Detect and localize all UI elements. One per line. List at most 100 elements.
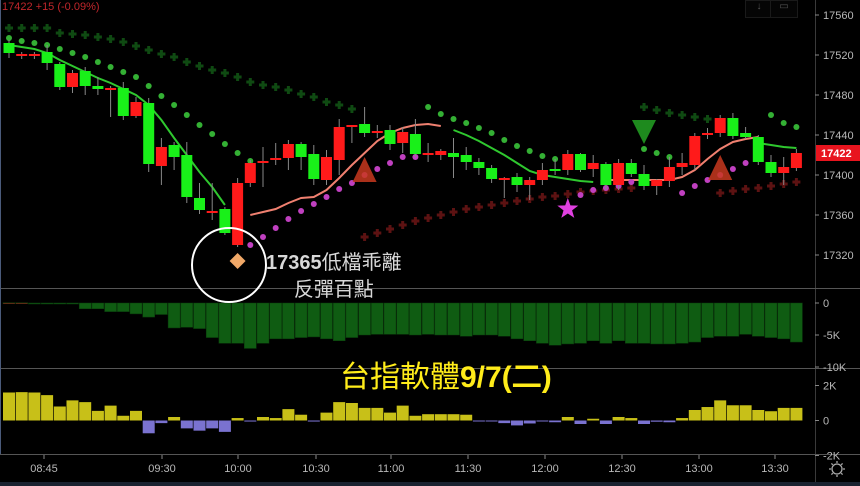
candle-body [321,157,332,180]
signal-markers [229,120,733,269]
candle-body [194,198,205,210]
osc2-bar [676,418,689,421]
y-tick-label: 17440 [823,130,854,142]
quote-header: 17422 +15 (-0.09%) [2,1,100,13]
cross-upper [17,24,26,32]
candle-body [473,162,485,168]
cross-upper [347,105,356,113]
y-tick-label: 17480 [823,90,854,102]
osc1-bar [2,302,16,304]
sar-dot-upper [641,146,647,152]
time-axis-bar[interactable] [0,455,815,486]
candlesticks [3,40,802,247]
sar-dot-lower [590,187,597,193]
osc2-bar [91,410,104,421]
buy-signal-triangle [708,155,733,180]
cross-upper [81,31,90,39]
cross-upper [208,66,217,74]
osc1-bar [371,302,384,335]
sar-dot-upper [145,83,152,89]
sar-dot-upper [425,104,432,110]
sar-dot-upper [69,50,76,56]
candle-body [448,153,459,157]
star-marker [557,198,579,218]
price-axis[interactable]: 17560 17520 17480 17440 17400 17360 17320 17422… [815,10,860,463]
osc1-tick-label: -10K [823,362,847,374]
osc2-bar [485,420,498,422]
osc2-bar [726,405,739,421]
sar-dot-lower [679,190,686,196]
window-button[interactable]: ▭ [770,0,798,18]
osc1-bar [739,302,752,335]
sar-dot-lower [691,183,698,189]
cross-upper [309,93,318,101]
osc2-bar [307,420,320,422]
cross-upper [271,83,280,91]
osc2-bar [3,392,15,421]
x-tick-label: 11:30 [455,463,482,475]
osc2-bar [472,420,485,422]
candle-body [549,169,561,171]
osc1-bar [777,302,790,340]
sar-dot-upper [82,54,89,60]
osc1-bar [548,302,562,346]
cross-upper [93,33,102,41]
cross-lower [424,214,433,222]
osc1-bar [244,302,257,349]
cross-lower [767,182,775,190]
osc1-bar [53,302,67,305]
osc2-bar [511,420,523,426]
gear-icon[interactable] [829,461,845,477]
cross-upper [640,103,648,111]
candle-body [422,153,434,155]
diamond-marker [229,253,246,269]
osc2-bar [371,407,384,421]
time-axis[interactable]: 08:45 09:30 10:00 10:30 11:00 11:30 12:00 12:30… [30,455,789,475]
osc1-bar [472,302,486,336]
osc2-bar [231,418,244,421]
candle-body [359,124,371,133]
osc1-bar [409,302,422,336]
sar-dot-lower [374,166,381,172]
osc1-bar [282,302,295,340]
osc2-bar [168,417,181,421]
cross-lower [462,205,471,213]
scroll-down-button[interactable]: ↓ [745,0,773,18]
x-tick-label: 12:00 [531,463,559,475]
candle-body [651,180,663,186]
candle-body [397,132,409,143]
osc1-bar [764,302,778,338]
sar-dot-upper [450,116,457,122]
candle-body [28,54,40,56]
osc1-bar [78,302,92,310]
osc2-bar [66,400,79,421]
sar-dot-upper [475,125,482,131]
x-tick-label: 13:30 [761,463,789,475]
candle-body [219,209,231,233]
sar-dot-upper [463,120,470,126]
sar-dot-upper [793,124,800,130]
sar-dot-upper [120,69,127,75]
osc2-bar [269,418,282,421]
osc1-bar [307,302,321,338]
candle-body [689,136,701,165]
osc2-bar [650,420,663,422]
candle-body [409,134,421,154]
annotation-line1: 低檔乖離 [321,250,402,274]
sar-dot-upper [107,64,114,70]
x-tick-label: 12:30 [608,463,636,475]
sar-dot-upper [780,120,787,126]
sar-dot-upper [526,148,533,154]
sar-dot-lower [336,186,343,192]
sar-dot-lower [310,201,317,207]
osc1-bar [586,302,600,342]
candle-body [752,137,764,162]
cross-upper [170,53,179,61]
annotation-price: 17365 [266,252,322,274]
sar-dot-upper [437,111,444,117]
osc1-bar [675,302,689,344]
cross-lower [373,229,382,237]
moving-average-line [250,122,441,216]
osc1-bar [117,302,130,312]
